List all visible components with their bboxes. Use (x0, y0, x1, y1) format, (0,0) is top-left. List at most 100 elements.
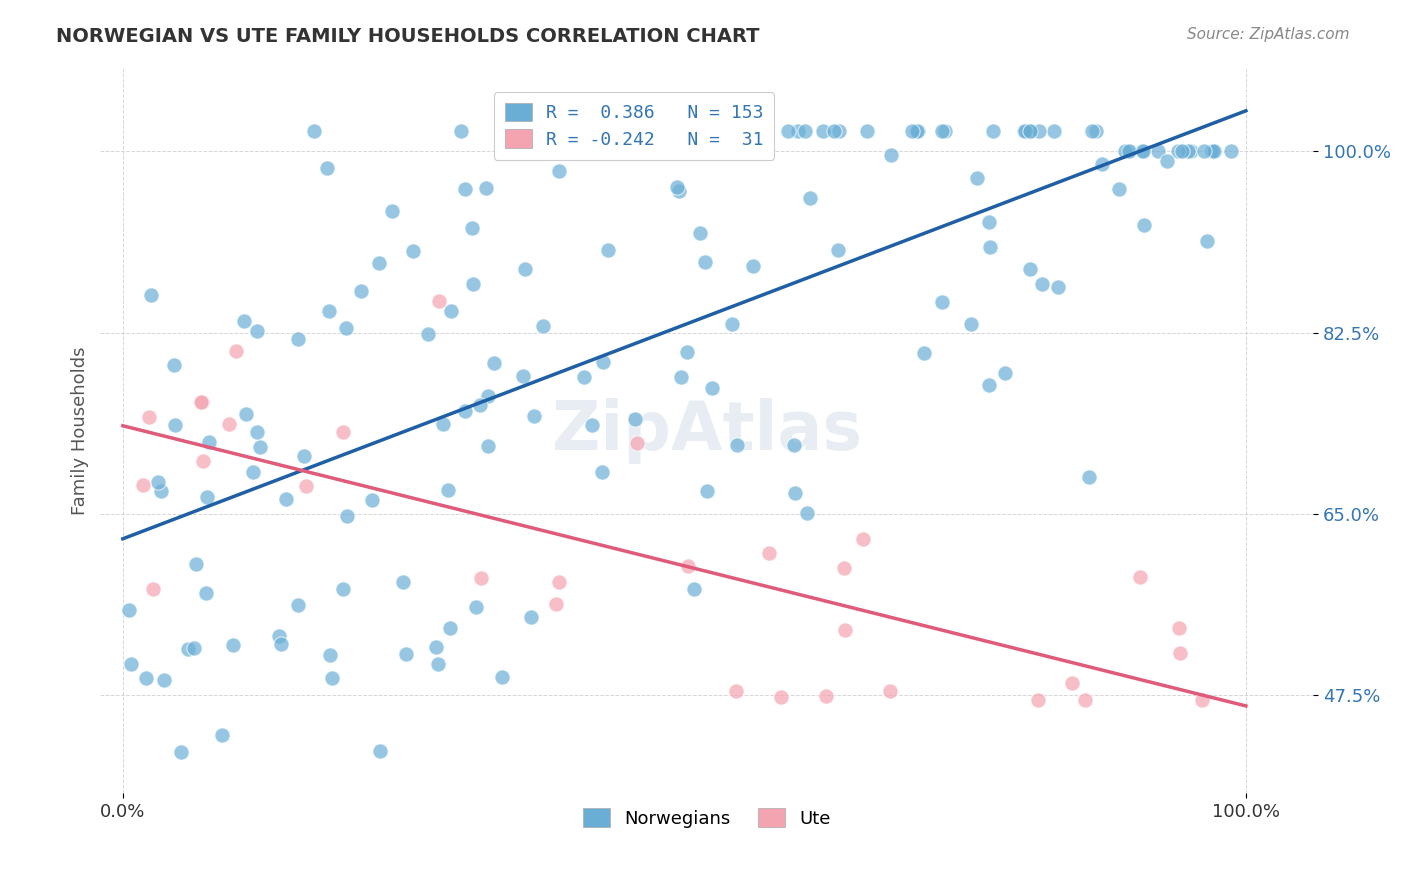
Point (880, 148, 903, 162)
Point (676, 344, 699, 359)
Point (685, 123, 707, 137)
Point (1081, 123, 1104, 137)
Point (581, 418, 603, 433)
Point (1028, 123, 1050, 137)
Point (427, 294, 450, 309)
Point (834, 623, 856, 637)
Point (769, 690, 792, 704)
Point (994, 366, 1017, 380)
Point (643, 123, 665, 137)
Point (402, 244, 425, 258)
Point (901, 123, 924, 137)
Y-axis label: Family Households: Family Households (72, 347, 89, 516)
Point (450, 123, 472, 137)
Point (287, 332, 309, 346)
Point (851, 533, 873, 547)
Point (319, 648, 342, 662)
Point (879, 684, 901, 698)
Point (811, 123, 834, 137)
Point (150, 483, 173, 498)
Point (1201, 145, 1223, 159)
Point (287, 599, 309, 613)
Point (427, 657, 450, 671)
Point (799, 191, 821, 205)
Point (138, 409, 160, 424)
Point (1031, 277, 1053, 291)
Point (269, 629, 291, 643)
Point (118, 603, 141, 617)
Point (934, 123, 956, 137)
Point (416, 326, 439, 341)
Point (361, 493, 384, 508)
Point (696, 483, 718, 498)
Point (977, 378, 1000, 392)
Point (1078, 470, 1101, 484)
Point (198, 435, 221, 450)
Point (195, 491, 218, 505)
Point (477, 389, 499, 403)
Point (796, 507, 818, 521)
Point (1073, 693, 1095, 707)
Point (318, 304, 340, 318)
Point (814, 689, 837, 703)
Point (742, 259, 765, 273)
Point (169, 745, 191, 759)
Point (468, 398, 491, 412)
Point (689, 227, 711, 241)
Legend: Norwegians, Ute: Norwegians, Ute (575, 801, 838, 835)
Point (1180, 145, 1202, 159)
Point (1084, 123, 1107, 137)
Point (454, 182, 477, 196)
Point (218, 417, 240, 432)
Point (183, 641, 205, 656)
Point (523, 409, 546, 423)
Point (533, 319, 555, 334)
Point (548, 164, 571, 178)
Point (1019, 262, 1042, 277)
Point (702, 381, 724, 395)
Point (827, 243, 849, 257)
Point (979, 240, 1001, 254)
Point (960, 318, 983, 332)
Point (832, 561, 855, 575)
Point (666, 180, 689, 194)
Point (184, 558, 207, 572)
Point (1129, 570, 1152, 584)
Point (141, 288, 163, 302)
Point (194, 586, 217, 600)
Point (242, 465, 264, 479)
Point (367, 256, 389, 270)
Point (475, 180, 498, 194)
Point (626, 436, 648, 450)
Point (1014, 123, 1036, 137)
Point (977, 215, 1000, 229)
Point (1167, 621, 1189, 635)
Point (1130, 145, 1153, 159)
Point (246, 324, 269, 338)
Point (146, 475, 169, 489)
Point (520, 610, 543, 624)
Point (785, 486, 807, 500)
Point (758, 546, 780, 560)
Point (912, 346, 935, 360)
Point (596, 244, 619, 258)
Point (512, 368, 534, 383)
Point (292, 449, 315, 463)
Point (142, 582, 165, 597)
Point (274, 491, 297, 506)
Point (931, 123, 953, 137)
Point (699, 123, 721, 137)
Point (721, 317, 744, 331)
Point (1201, 145, 1223, 159)
Point (1147, 145, 1170, 159)
Point (1060, 675, 1083, 690)
Point (135, 671, 157, 685)
Point (235, 408, 257, 422)
Point (1156, 154, 1178, 169)
Point (1090, 157, 1112, 171)
Point (491, 670, 513, 684)
Point (1167, 145, 1189, 159)
Point (332, 582, 354, 596)
Point (484, 355, 506, 369)
Point (778, 123, 800, 137)
